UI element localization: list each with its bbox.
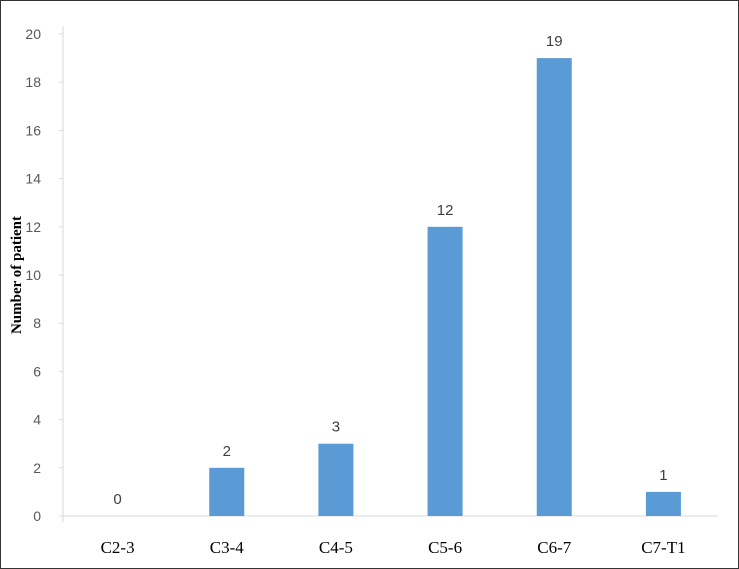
y-tick-label: 10 bbox=[25, 267, 41, 283]
bar-c3-4 bbox=[209, 467, 245, 516]
bars bbox=[209, 58, 681, 517]
data-label: 3 bbox=[332, 419, 340, 436]
y-tick-label: 0 bbox=[33, 508, 41, 524]
bar-c6-7 bbox=[536, 58, 572, 516]
x-category-label: C6-7 bbox=[537, 538, 572, 557]
y-tick-label: 20 bbox=[25, 26, 41, 42]
y-tick-label: 2 bbox=[33, 460, 41, 476]
x-category-label: C7-T1 bbox=[641, 538, 685, 557]
data-label: 19 bbox=[546, 33, 563, 50]
y-tick-label: 16 bbox=[25, 122, 41, 138]
x-axis-labels: C2-3 C3-4 C4-5 C5-6 C6-7 C7-T1 bbox=[101, 538, 686, 557]
x-category-label: C5-6 bbox=[428, 538, 462, 557]
y-tick-label: 12 bbox=[25, 219, 41, 235]
data-label: 0 bbox=[113, 491, 121, 508]
x-category-label: C2-3 bbox=[101, 538, 135, 557]
y-axis-ticks: 0 2 4 6 8 10 12 14 16 18 20 bbox=[25, 26, 63, 524]
bar-c7-t1 bbox=[645, 491, 681, 516]
data-labels: 0 2 3 12 19 1 bbox=[113, 33, 667, 508]
y-tick-label: 6 bbox=[33, 363, 41, 379]
x-category-label: C4-5 bbox=[319, 538, 353, 557]
y-tick-label: 14 bbox=[25, 171, 41, 187]
data-label: 12 bbox=[437, 202, 454, 219]
y-tick-label: 8 bbox=[33, 315, 41, 331]
bar-c4-5 bbox=[318, 443, 354, 516]
data-label: 2 bbox=[223, 443, 231, 460]
y-tick-label: 4 bbox=[33, 412, 41, 428]
x-category-label: C3-4 bbox=[210, 538, 245, 557]
data-label: 1 bbox=[659, 467, 667, 484]
y-axis-title: Number of patient bbox=[9, 216, 25, 334]
y-tick-label: 18 bbox=[25, 74, 41, 90]
bar-c5-6 bbox=[427, 226, 463, 517]
